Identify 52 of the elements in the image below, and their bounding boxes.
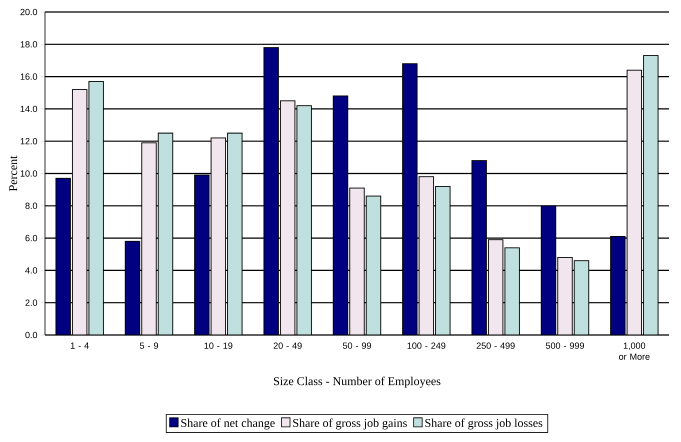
x-tick-label: 1,000 or More <box>619 342 650 360</box>
bar <box>557 257 573 335</box>
bar <box>574 260 590 335</box>
bar <box>643 55 659 335</box>
bar <box>227 132 243 335</box>
y-tick-label: 2.0 <box>25 300 38 306</box>
y-tick-label: 4.0 <box>25 267 38 274</box>
bar <box>141 142 157 335</box>
x-tick-label: 100 - 249 <box>408 342 446 349</box>
bar <box>504 247 520 335</box>
bar <box>280 100 296 335</box>
legend-label: Share of gross job gains <box>293 418 407 430</box>
x-tick-label: 1 - 4 <box>70 342 89 349</box>
bar <box>471 160 487 335</box>
bar <box>418 176 434 335</box>
y-tick-label: 8.0 <box>25 202 38 209</box>
y-tick-label: 12.0 <box>20 138 38 144</box>
x-tick-label: 500 - 999 <box>546 342 584 349</box>
legend-label: Share of gross job losses <box>425 418 542 430</box>
bar <box>402 63 418 335</box>
y-tick-label: 14.0 <box>20 106 38 112</box>
bar <box>540 205 556 335</box>
bar <box>124 240 140 335</box>
bar <box>194 174 210 335</box>
bar <box>55 178 71 335</box>
x-tick-label: 250 - 499 <box>476 342 515 349</box>
bar <box>211 138 226 335</box>
bar <box>296 105 312 335</box>
bar <box>626 70 642 335</box>
bar <box>435 186 451 335</box>
bar <box>263 47 279 335</box>
y-tick-label: 20.0 <box>20 8 38 16</box>
x-tick-label: 10 - 19 <box>204 342 232 349</box>
x-tick-label: 20 - 49 <box>274 342 302 349</box>
bar <box>610 236 626 335</box>
bar <box>72 89 88 335</box>
y-tick-label: 6.0 <box>25 234 38 242</box>
legend-label: Share of net change <box>181 418 275 430</box>
y-tick-label: 0.0 <box>25 332 38 338</box>
y-axis-title: Percent <box>9 156 18 192</box>
y-tick-label: 18.0 <box>20 41 38 48</box>
bar <box>332 96 348 335</box>
bar <box>88 80 104 335</box>
bar <box>488 239 504 335</box>
bar <box>366 196 382 335</box>
x-axis-title: Size Class - Number of Employees <box>274 376 440 388</box>
x-tick-label: 50 - 99 <box>342 342 372 349</box>
y-tick-label: 16.0 <box>20 73 38 80</box>
x-tick-label: 5 - 9 <box>140 342 158 349</box>
bar <box>158 132 174 335</box>
y-tick-label: 10.0 <box>20 170 38 177</box>
bar <box>349 188 365 335</box>
